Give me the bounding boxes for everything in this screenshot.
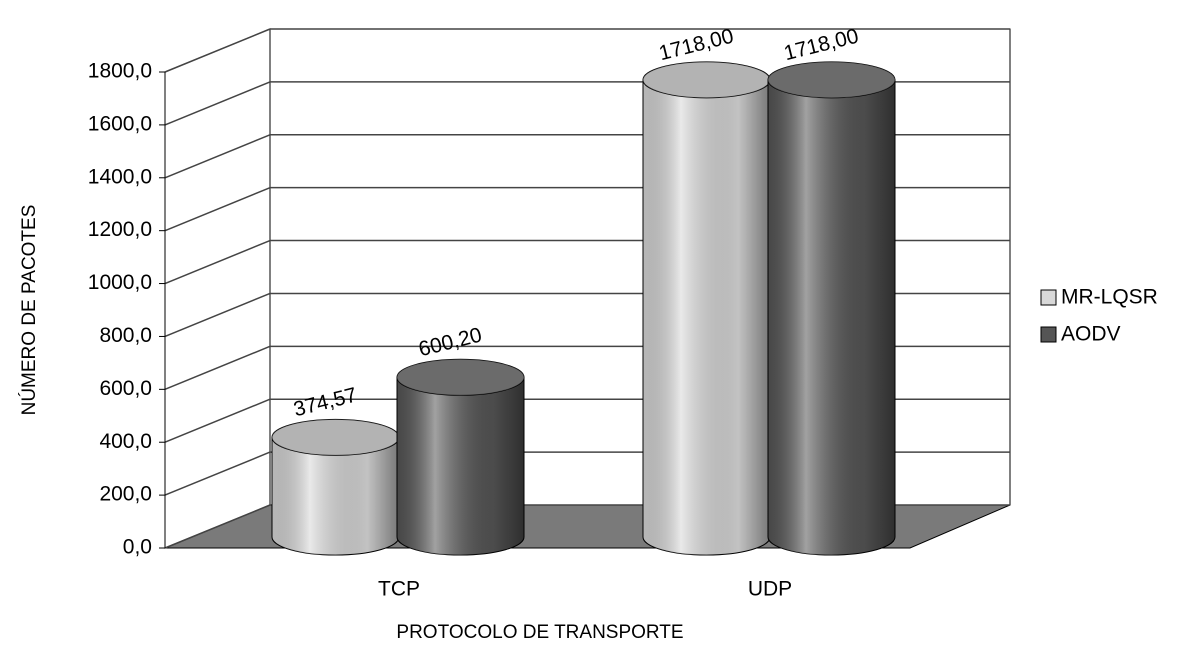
cylinder-top-shade <box>643 61 770 98</box>
x-tick-label: TCP <box>378 578 420 601</box>
grid-line <box>164 451 271 496</box>
grid-line <box>164 81 271 126</box>
y-tick-label: 400,0 <box>99 430 152 453</box>
cylinder-top-shade <box>768 61 895 98</box>
y-tick-label: 600,0 <box>99 377 152 400</box>
legend-swatch <box>1040 326 1057 343</box>
grid-line <box>164 239 271 285</box>
y-tick-label: 800,0 <box>99 324 152 347</box>
legend-swatch <box>1040 289 1057 306</box>
cylinder-shade <box>272 437 399 555</box>
y-axis-title: NÚMERO DE PACOTES <box>18 205 40 416</box>
cylinder-shade <box>768 79 895 556</box>
y-tick-label: 1200,0 <box>88 218 152 241</box>
x-axis-title: PROTOCOLO DE TRANSPORTE <box>396 622 683 643</box>
x-tick-label: UDP <box>748 578 792 601</box>
legend-label: MR-LQSR <box>1061 286 1158 309</box>
cylinder-shade <box>643 79 770 556</box>
side-wall <box>164 28 271 549</box>
grid-line <box>164 292 271 338</box>
legend-label: AODV <box>1061 323 1121 346</box>
grid-line <box>164 398 271 443</box>
y-tick-label: 0,0 <box>123 536 152 559</box>
cylinder-top <box>396 358 525 396</box>
cylinder-shade <box>397 377 524 555</box>
grid-line <box>164 504 271 549</box>
y-tick-label: 1800,0 <box>88 60 152 83</box>
y-tick-label: 1600,0 <box>88 112 152 135</box>
y-tick-label: 1400,0 <box>88 165 152 188</box>
grid-line <box>164 345 271 391</box>
cylinder-top <box>767 61 896 99</box>
cylinder-top-shade <box>272 419 399 456</box>
y-tick-label: 200,0 <box>99 483 152 506</box>
grid-line <box>164 186 271 232</box>
grid-line <box>164 134 271 179</box>
grid-line <box>164 28 271 73</box>
y-tick-label: 1000,0 <box>88 271 152 294</box>
cylinder-top-shade <box>397 359 524 396</box>
